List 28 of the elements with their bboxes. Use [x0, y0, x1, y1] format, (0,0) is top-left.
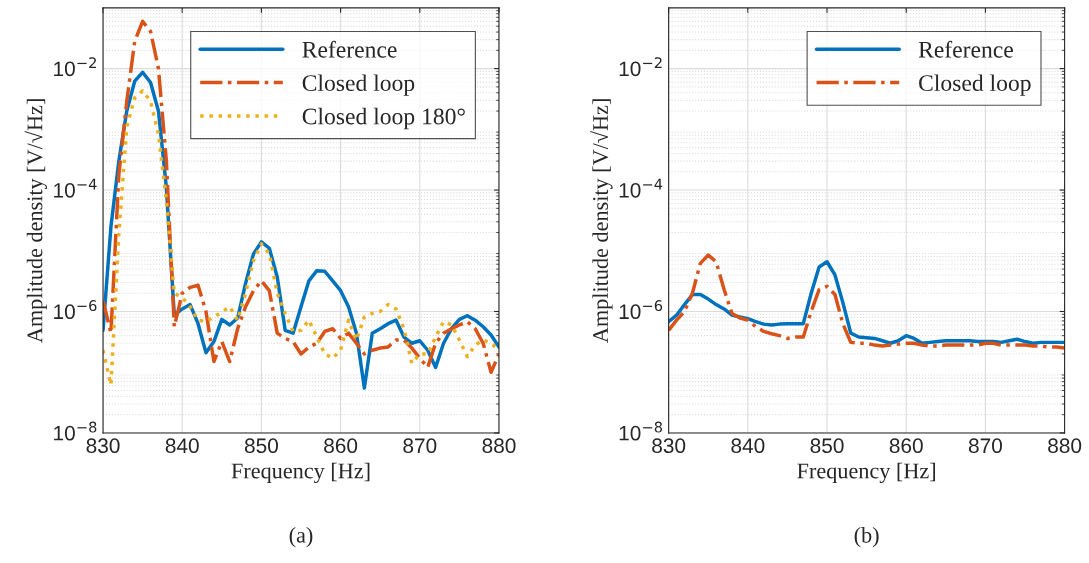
y-tick-label: 10$^{−6}$ — [619, 300, 663, 320]
legend-label: Reference — [918, 40, 1013, 58]
x-tick-label: 860 — [889, 438, 923, 454]
legend-label: Closed loop 180° — [302, 107, 465, 130]
y-tick-label: 10$^{−2}$ — [54, 57, 96, 77]
x-axis-title: Frequency [Hz] — [797, 462, 936, 483]
text: (b) — [854, 527, 879, 548]
y-tick-label: 10$^{−6}$ — [54, 300, 97, 320]
legend-label: Reference — [302, 40, 397, 58]
x-tick-label: 840 — [731, 438, 765, 454]
x-tick-label: 840 — [165, 438, 199, 454]
y-tick-label: 10$^{−4}$ — [54, 178, 97, 198]
x-tick-label: 880 — [482, 438, 516, 454]
x-tick-label: 870 — [968, 438, 1002, 454]
x-tick-label: 850 — [244, 438, 278, 454]
x-tick-label: 870 — [403, 438, 437, 454]
x-tick-label: 880 — [1048, 438, 1082, 454]
text: (a) — [289, 527, 313, 548]
x-tick-label: 860 — [324, 438, 358, 454]
legend-label: Closed loop — [919, 74, 1031, 96]
y-tick-label: 10$^{−4}$ — [619, 178, 663, 198]
line-series — [103, 19, 499, 374]
legend-label: Closed loop — [302, 74, 415, 96]
y-axis-title: Amplitude density [V/√Hz] — [24, 99, 47, 343]
x-axis-title: Frequency [Hz] — [231, 462, 370, 483]
y-axis-title: Amplitude density [V/√Hz] — [590, 99, 613, 343]
y-tick-label: 10$^{−2}$ — [619, 57, 662, 77]
x-tick-label: 850 — [810, 438, 844, 454]
